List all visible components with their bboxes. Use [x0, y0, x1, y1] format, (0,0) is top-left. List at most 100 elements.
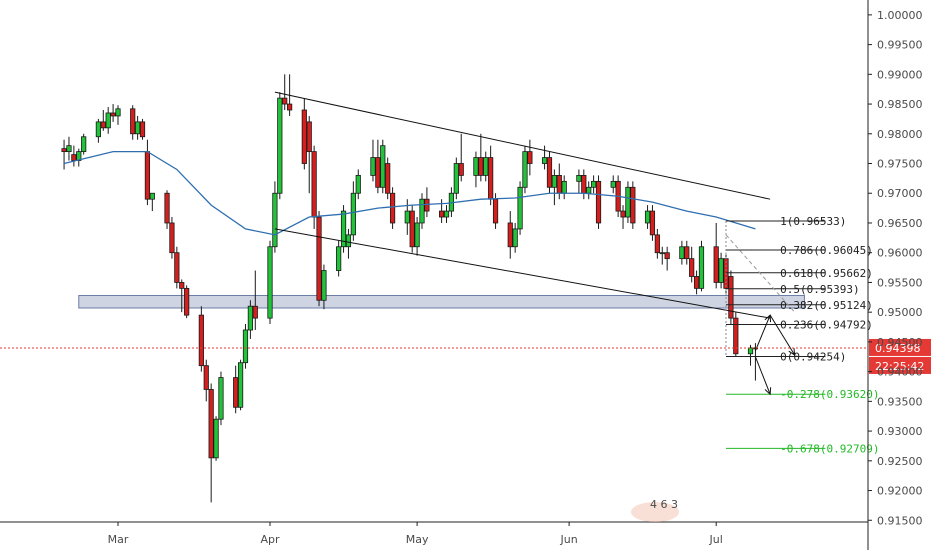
candle-body [747, 347, 754, 355]
projection-path-arrowhead [788, 347, 796, 356]
time-tick-label: Jul [709, 533, 723, 546]
bearish-candle [733, 312, 739, 357]
bullish-candle [115, 105, 121, 125]
support-zone-layer [78, 295, 805, 309]
price-tick-label: 0.97500 [877, 158, 923, 171]
candle-body [252, 305, 258, 319]
fib-level-label: 0.236(0.94792) [780, 319, 873, 332]
bearish-candle [654, 228, 660, 259]
bullish-candle [66, 136, 72, 161]
bearish-candle [208, 383, 214, 503]
bullish-candle [644, 205, 651, 229]
price-tick-label: 0.94000 [877, 366, 923, 379]
bullish-candle [659, 246, 665, 265]
bullish-candle [345, 228, 352, 259]
bullish-candle [218, 371, 224, 426]
time-tick-label: Jun [560, 533, 578, 546]
candle-body [679, 246, 685, 260]
candles [61, 74, 759, 503]
price-tick-label: 0.93000 [877, 425, 923, 438]
bullish-candle [541, 145, 548, 170]
candle-body [267, 246, 273, 319]
bearish-candle [306, 115, 312, 194]
channel-lines [274, 91, 771, 319]
bullish-candle [404, 199, 410, 235]
projection-paths [725, 234, 796, 396]
bullish-candle [213, 416, 219, 461]
candle-body [277, 97, 283, 194]
bearish-candle [169, 217, 175, 259]
bullish-candle [561, 175, 567, 200]
channel-upper-line [274, 91, 771, 200]
time-tick-label: Mar [108, 533, 129, 546]
candle-body [385, 163, 391, 194]
bearish-candle [424, 187, 430, 218]
bearish-candle [488, 145, 494, 206]
candle-body [541, 157, 548, 164]
candle-body [95, 121, 101, 138]
down-path-segment [754, 356, 771, 395]
watermark-text: 4 6 3 [650, 498, 678, 511]
candle-body [139, 121, 146, 138]
bearish-candle [620, 205, 626, 229]
candle-body [404, 210, 410, 224]
candle-body [654, 234, 660, 254]
candle-body [576, 175, 582, 182]
bearish-candle [527, 139, 533, 176]
moving-average-line [63, 150, 756, 236]
bullish-candle [512, 222, 518, 253]
fib-level-label: 0.5(0.95393) [780, 283, 859, 296]
watermark-logo-shape [631, 502, 679, 522]
bullish-candle [453, 157, 459, 200]
candle-body [311, 151, 317, 218]
candle-body [149, 192, 155, 200]
bearish-candle [100, 110, 106, 131]
current-price-label: 0.94398 [875, 342, 921, 355]
candle-body [66, 145, 72, 153]
bearish-candle [693, 270, 700, 295]
candle-body [458, 163, 464, 176]
candle-body [664, 252, 670, 260]
candle-body [414, 222, 420, 248]
price-tick-label: 0.95000 [877, 306, 923, 319]
bearish-candle [61, 139, 67, 170]
bearish-candle [684, 240, 690, 265]
candle-body [247, 305, 253, 331]
candle-body [478, 157, 484, 176]
countdown-label: 22:25:42 [875, 360, 924, 373]
bearish-candle [252, 270, 258, 330]
bearish-candle [282, 74, 288, 110]
bearish-candle [130, 105, 136, 140]
countdown-tag [869, 356, 931, 374]
candle-body [718, 258, 724, 283]
bullish-candle [747, 344, 754, 366]
bullish-candle [698, 240, 705, 292]
candle-body [340, 210, 347, 248]
channel-lower-line [274, 228, 771, 319]
candle-body [218, 377, 224, 420]
moving-average-layer [63, 150, 756, 236]
bullish-candle [321, 264, 327, 310]
candle-body [620, 210, 626, 218]
bullish-candle [149, 192, 155, 212]
current-price-tag [869, 338, 931, 356]
candle-body [287, 103, 293, 111]
candle-body [507, 222, 513, 248]
bullish-candle [576, 169, 582, 194]
bearish-candle [664, 246, 670, 271]
candle-body [684, 246, 690, 260]
candle-body [130, 108, 136, 135]
bullish-candle [443, 205, 450, 223]
candle-body [105, 112, 111, 129]
candle-body [713, 246, 719, 283]
bullish-candle [419, 193, 425, 229]
bullish-candle [267, 240, 273, 325]
candle-body [375, 157, 381, 188]
candle-body [164, 192, 170, 224]
bearish-candle [110, 104, 116, 122]
bullish-candle [105, 107, 111, 134]
bullish-candle [679, 240, 685, 265]
candle-body [733, 317, 739, 355]
